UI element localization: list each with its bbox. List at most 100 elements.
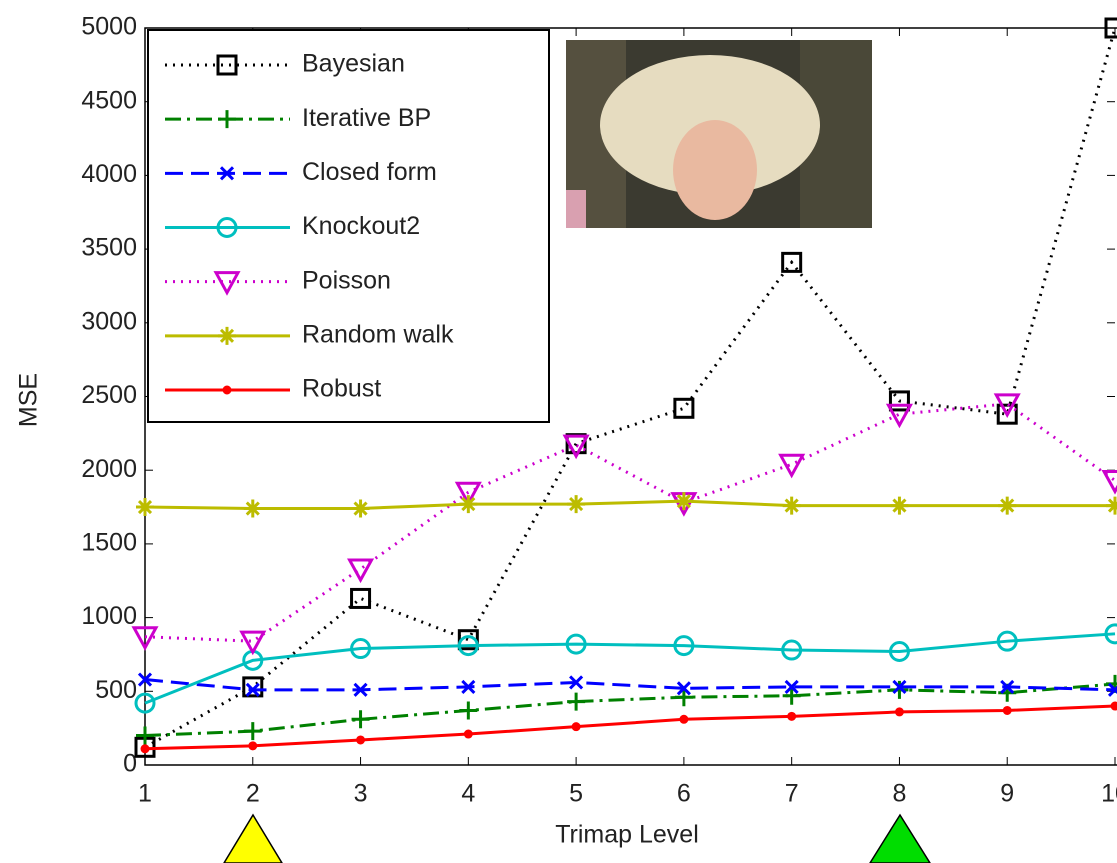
legend-marker (218, 110, 236, 129)
marker (459, 495, 478, 514)
marker-triangle (223, 813, 283, 863)
y-tick-label: 500 (95, 676, 137, 704)
marker (347, 558, 375, 584)
series-line (144, 632, 1116, 705)
series-line (144, 682, 1116, 738)
series-line (144, 402, 1116, 643)
marker (140, 744, 150, 754)
marker (1110, 701, 1117, 711)
marker (778, 453, 806, 479)
series (131, 393, 1117, 656)
marker (350, 587, 372, 609)
marker (892, 679, 907, 694)
series-line (144, 704, 1116, 751)
marker (461, 679, 476, 694)
legend-label: Random walk (302, 320, 454, 348)
marker (562, 434, 590, 460)
marker (567, 692, 586, 711)
legend-marker (216, 54, 238, 76)
legend-label: Poisson (302, 266, 391, 294)
x-tick-label: 8 (892, 780, 906, 808)
marker (1002, 705, 1012, 715)
marker (567, 495, 586, 514)
inset-photo (566, 40, 872, 228)
marker (351, 499, 370, 518)
x-tick-label: 7 (785, 780, 799, 808)
x-tick-label: 10 (1101, 780, 1117, 808)
marker (993, 393, 1021, 418)
legend-marker (216, 217, 238, 238)
marker (888, 390, 910, 412)
marker (248, 741, 258, 751)
legend-label: Closed form (302, 158, 437, 186)
legend-marker (222, 385, 232, 395)
legend-label: Iterative BP (302, 104, 431, 132)
marker (1000, 679, 1015, 694)
marker (673, 635, 695, 657)
marker (136, 726, 154, 745)
marker (239, 630, 267, 656)
series (134, 623, 1117, 714)
marker (781, 251, 803, 273)
marker (890, 496, 909, 515)
x-tick-label: 6 (677, 780, 691, 808)
marker (1104, 623, 1117, 645)
marker (1101, 470, 1117, 495)
marker (676, 681, 691, 696)
legend-label: Knockout2 (302, 212, 420, 240)
marker (350, 638, 372, 660)
series (136, 492, 1117, 518)
marker (1107, 682, 1117, 697)
y-tick-label: 5000 (81, 13, 137, 41)
series (137, 672, 1117, 697)
marker (888, 641, 910, 663)
y-axis-label: MSE (15, 373, 43, 427)
x-tick-label: 2 (246, 780, 260, 808)
marker (890, 680, 909, 699)
marker (136, 498, 154, 517)
marker (1104, 17, 1117, 39)
marker (571, 722, 581, 732)
marker (674, 688, 693, 707)
y-tick-label: 3000 (81, 307, 137, 335)
marker-triangle (869, 813, 931, 863)
legend-marker (219, 166, 235, 181)
legend-marker (218, 326, 236, 345)
marker (673, 397, 695, 419)
legend-marker (213, 271, 241, 296)
y-tick-label: 4000 (81, 160, 137, 188)
marker (894, 707, 904, 717)
series (140, 701, 1117, 754)
marker (245, 682, 260, 697)
marker (885, 403, 913, 429)
marker (134, 692, 156, 714)
marker (782, 496, 801, 515)
marker (996, 403, 1018, 425)
marker (459, 701, 478, 720)
legend-label: Bayesian (302, 50, 405, 78)
series-line (144, 678, 1116, 692)
y-tick-label: 1000 (81, 602, 137, 630)
marker (243, 722, 262, 741)
marker (569, 675, 584, 690)
marker (351, 710, 370, 729)
marker (457, 629, 479, 651)
y-tick-label: 4500 (81, 86, 137, 114)
x-tick-label: 1 (138, 780, 152, 808)
marker (781, 639, 803, 661)
marker (996, 630, 1018, 652)
marker (457, 635, 479, 657)
marker (679, 714, 689, 724)
marker (243, 499, 262, 518)
y-tick-label: 3500 (81, 234, 137, 262)
marker (131, 626, 159, 651)
x-tick-label: 3 (354, 780, 368, 808)
legend: Bayesian Iterative BP Closed form Knockout2… (147, 29, 550, 423)
marker (356, 735, 366, 745)
x-tick-label: 5 (569, 780, 583, 808)
x-tick-label: 4 (461, 780, 475, 808)
marker (998, 496, 1017, 515)
y-tick-label: 2000 (81, 455, 137, 483)
series-line (144, 499, 1115, 511)
